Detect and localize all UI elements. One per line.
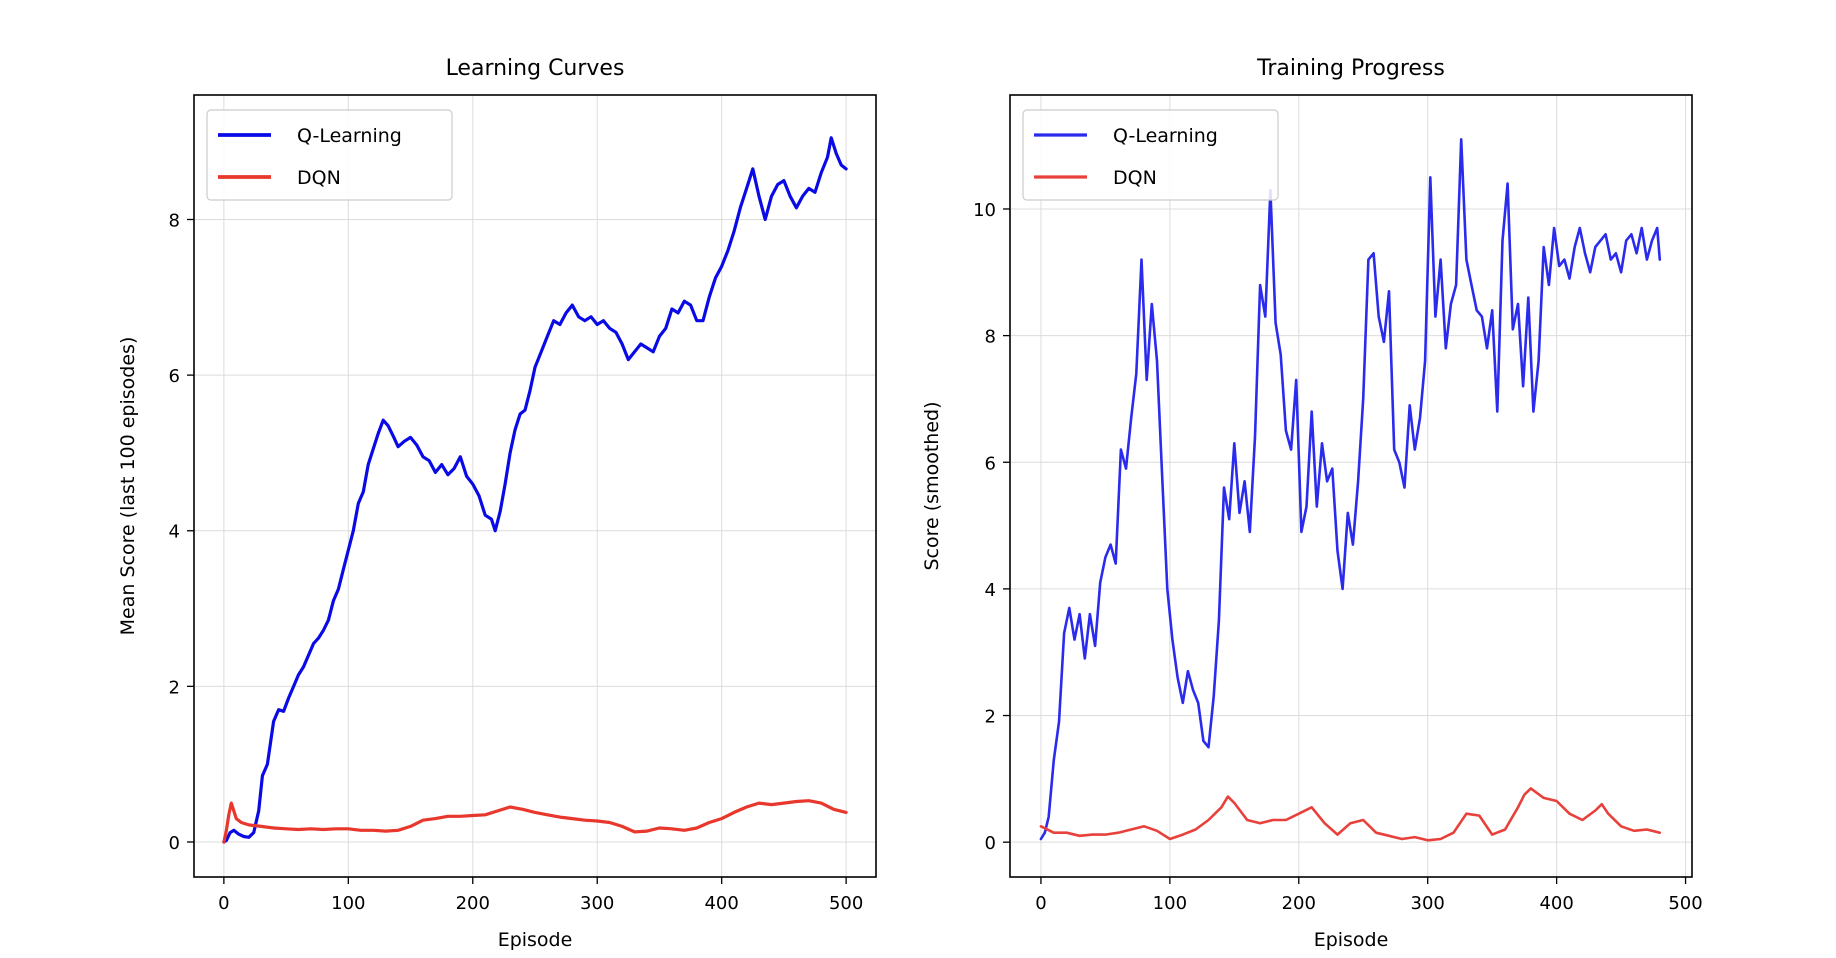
y-ticks: 0 2 4 6 8 [169, 210, 194, 854]
y-tick-label: 4 [985, 580, 996, 601]
x-tick-label: 100 [1153, 893, 1187, 914]
y-tick-label: 4 [169, 522, 180, 543]
plot-frame [1009, 94, 1693, 878]
y-tick-label: 0 [985, 833, 996, 854]
series-line-dqn [1039, 787, 1662, 842]
x-tick-label: 100 [331, 893, 365, 914]
y-tick-label: 6 [169, 366, 180, 387]
x-axis-label: Episode [1314, 929, 1389, 951]
y-ticks: 0 2 4 6 8 10 [973, 200, 1010, 854]
y-tick-label: 2 [985, 707, 996, 728]
y-axis-label: Score (smoothed) [921, 402, 943, 571]
x-tick-label: 500 [1668, 893, 1702, 914]
x-tick-label: 0 [1035, 893, 1046, 914]
chart-title: Training Progress [1256, 56, 1445, 81]
training-progress-chart: 0 100 200 300 400 500 0 2 4 6 8 10 Training Progre… [921, 56, 1703, 951]
y-tick-label: 8 [985, 327, 996, 348]
x-tick-label: 300 [580, 893, 614, 914]
series-line-dqn [222, 799, 848, 844]
legend-label: DQN [297, 167, 341, 189]
learning-curves-chart: 0 100 200 300 400 500 0 2 4 6 8 Learning Curves E… [117, 56, 877, 951]
grid [1010, 95, 1692, 877]
x-tick-label: 300 [1411, 893, 1445, 914]
plot-frame [193, 94, 877, 878]
grid [194, 95, 876, 877]
x-tick-label: 500 [829, 893, 863, 914]
x-ticks: 0 100 200 300 400 500 [1035, 877, 1703, 914]
series-layer [222, 136, 848, 844]
x-tick-label: 400 [704, 893, 738, 914]
y-tick-label: 8 [169, 210, 180, 231]
series-line-q-learning [1039, 138, 1662, 841]
legend-label: Q-Learning [1113, 125, 1218, 147]
legend-label: Q-Learning [297, 125, 402, 147]
x-tick-label: 200 [1282, 893, 1316, 914]
y-tick-label: 10 [973, 200, 996, 221]
series-layer [1039, 138, 1662, 842]
x-axis-label: Episode [498, 929, 573, 951]
legend: Q-Learning DQN [206, 109, 453, 201]
x-tick-label: 200 [456, 893, 490, 914]
x-tick-label: 400 [1539, 893, 1573, 914]
x-ticks: 0 100 200 300 400 500 [218, 877, 863, 914]
y-tick-label: 0 [169, 833, 180, 854]
y-tick-label: 2 [169, 677, 180, 698]
legend-label: DQN [1113, 167, 1157, 189]
y-axis-label: Mean Score (last 100 episodes) [117, 337, 139, 636]
x-tick-label: 0 [218, 893, 229, 914]
series-line-q-learning [222, 136, 848, 844]
legend: Q-Learning DQN [1022, 109, 1279, 201]
chart-title: Learning Curves [446, 56, 625, 81]
y-tick-label: 6 [985, 453, 996, 474]
